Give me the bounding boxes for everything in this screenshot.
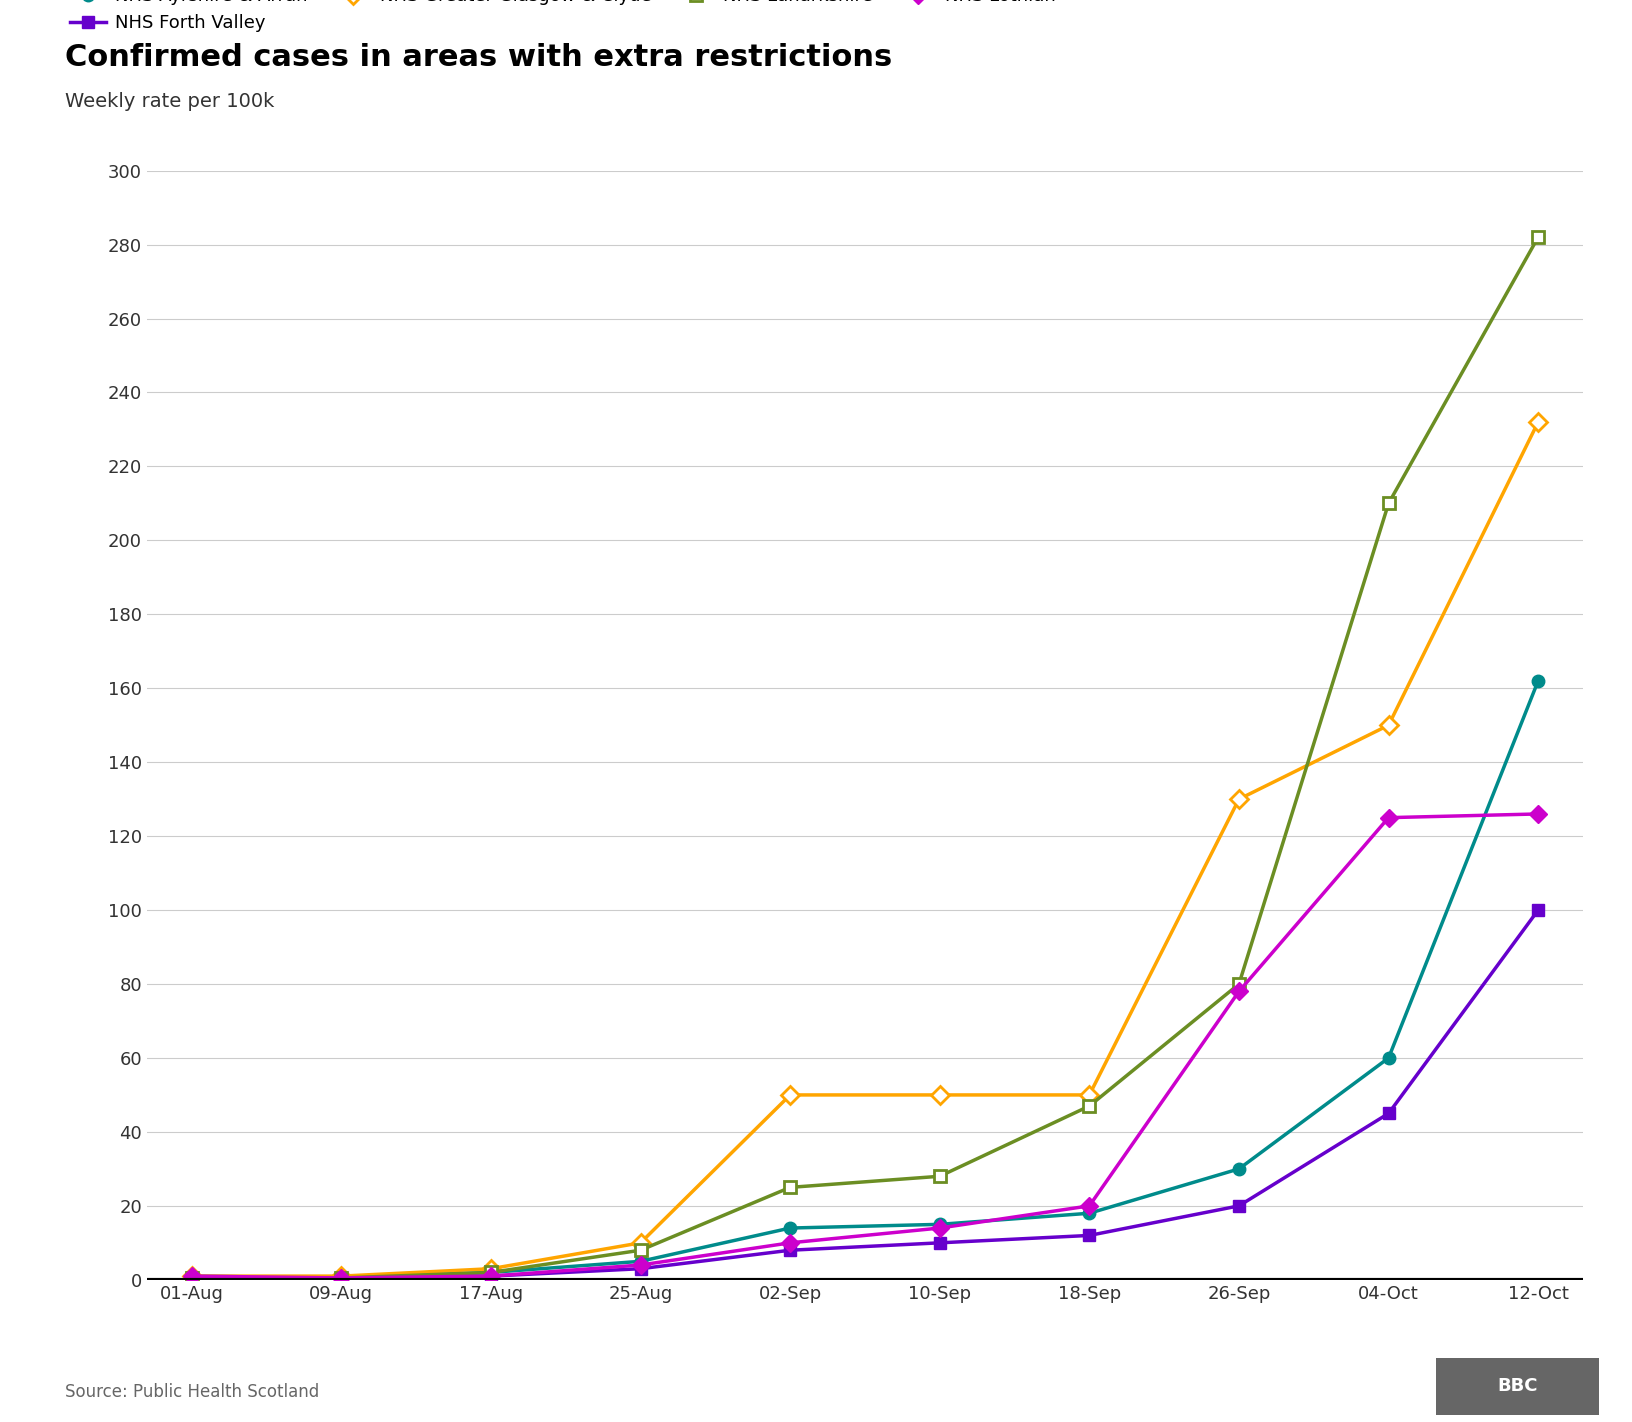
- NHS Ayrshire & Arran: [930, 1216, 950, 1233]
- NHS Lothian: [1528, 805, 1547, 822]
- Text: Weekly rate per 100k: Weekly rate per 100k: [65, 92, 274, 111]
- NHS Ayrshire & Arran: [1079, 1204, 1098, 1221]
- NHS Forth Valley: [181, 1270, 202, 1287]
- NHS Ayrshire & Arran: [331, 1270, 351, 1287]
- NHS Ayrshire & Arran: [1379, 1049, 1399, 1066]
- NHS Lothian: [1379, 809, 1399, 826]
- NHS Lothian: [481, 1267, 501, 1284]
- NHS Greater Glasgow & Clyde: [930, 1086, 950, 1103]
- NHS Lanarkshire: [630, 1241, 650, 1258]
- NHS Lothian: [331, 1270, 351, 1287]
- Line: NHS Forth Valley: NHS Forth Valley: [186, 904, 1544, 1284]
- NHS Greater Glasgow & Clyde: [630, 1234, 650, 1251]
- NHS Lanarkshire: [1229, 975, 1248, 993]
- NHS Forth Valley: [331, 1270, 351, 1287]
- NHS Forth Valley: [930, 1234, 950, 1251]
- Line: NHS Ayrshire & Arran: NHS Ayrshire & Arran: [186, 674, 1544, 1284]
- NHS Lothian: [930, 1220, 950, 1237]
- NHS Lothian: [780, 1234, 800, 1251]
- NHS Lothian: [181, 1267, 202, 1284]
- Text: Source: Public Health Scotland: Source: Public Health Scotland: [65, 1382, 320, 1401]
- NHS Lanarkshire: [780, 1179, 800, 1196]
- NHS Forth Valley: [630, 1260, 650, 1277]
- Line: NHS Lanarkshire: NHS Lanarkshire: [186, 230, 1544, 1284]
- NHS Ayrshire & Arran: [630, 1253, 650, 1270]
- NHS Greater Glasgow & Clyde: [1229, 791, 1248, 808]
- Legend: NHS Ayrshire & Arran, NHS Forth Valley, NHS Greater Glasgow & Clyde, NHS Lanarks: NHS Ayrshire & Arran, NHS Forth Valley, …: [62, 0, 1064, 40]
- NHS Greater Glasgow & Clyde: [1528, 414, 1547, 431]
- NHS Forth Valley: [780, 1241, 800, 1258]
- NHS Lanarkshire: [181, 1270, 202, 1287]
- Line: NHS Lothian: NHS Lothian: [186, 808, 1544, 1284]
- NHS Lanarkshire: [331, 1270, 351, 1287]
- NHS Forth Valley: [1079, 1227, 1098, 1244]
- NHS Greater Glasgow & Clyde: [780, 1086, 800, 1103]
- NHS Ayrshire & Arran: [1229, 1160, 1248, 1177]
- NHS Ayrshire & Arran: [481, 1264, 501, 1281]
- NHS Lanarkshire: [1079, 1098, 1098, 1115]
- NHS Forth Valley: [481, 1267, 501, 1284]
- NHS Lothian: [1229, 983, 1248, 1000]
- NHS Greater Glasgow & Clyde: [331, 1267, 351, 1284]
- NHS Lothian: [1079, 1197, 1098, 1214]
- NHS Lanarkshire: [1379, 495, 1399, 512]
- NHS Lanarkshire: [930, 1167, 950, 1185]
- NHS Greater Glasgow & Clyde: [181, 1267, 202, 1284]
- NHS Forth Valley: [1379, 1105, 1399, 1122]
- NHS Forth Valley: [1229, 1197, 1248, 1214]
- NHS Greater Glasgow & Clyde: [1379, 717, 1399, 734]
- NHS Greater Glasgow & Clyde: [1079, 1086, 1098, 1103]
- NHS Forth Valley: [1528, 902, 1547, 919]
- Text: BBC: BBC: [1498, 1378, 1537, 1395]
- NHS Ayrshire & Arran: [1528, 673, 1547, 690]
- NHS Lanarkshire: [481, 1264, 501, 1281]
- Line: NHS Greater Glasgow & Clyde: NHS Greater Glasgow & Clyde: [186, 415, 1544, 1283]
- NHS Lothian: [630, 1257, 650, 1274]
- NHS Lanarkshire: [1528, 229, 1547, 246]
- NHS Ayrshire & Arran: [780, 1220, 800, 1237]
- NHS Greater Glasgow & Clyde: [481, 1260, 501, 1277]
- NHS Ayrshire & Arran: [181, 1267, 202, 1284]
- Text: Confirmed cases in areas with extra restrictions: Confirmed cases in areas with extra rest…: [65, 43, 893, 71]
